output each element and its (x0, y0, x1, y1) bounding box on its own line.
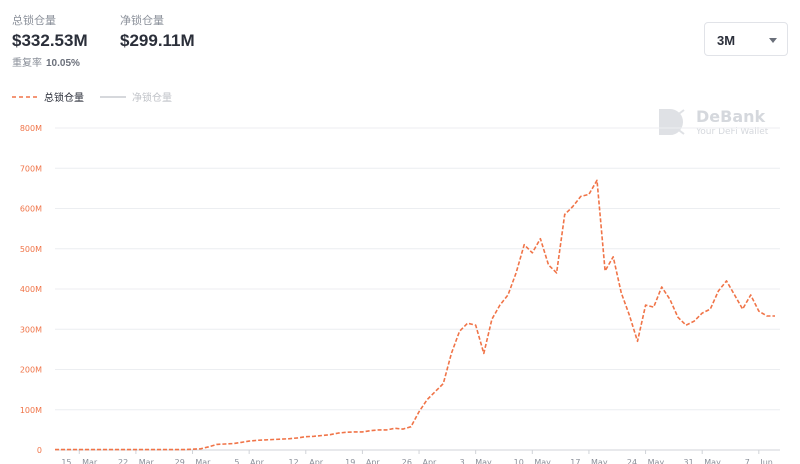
y-tick-label: 600M (20, 205, 42, 214)
y-tick-label: 500M (20, 245, 42, 254)
x-tick-label: 29 Mar (175, 458, 212, 464)
legend-label: 总锁仓量 (44, 91, 84, 104)
range-value: 3M (717, 33, 736, 48)
x-tick-label: 5 Apr (234, 458, 264, 464)
stat-label: 总锁仓量 (12, 15, 56, 27)
watermark-logo (659, 109, 685, 135)
line (55, 179, 775, 451)
y-tick-label: 100M (20, 406, 42, 415)
y-tick-label: 800M (20, 124, 42, 133)
stat-label: 净锁仓量 (120, 15, 164, 27)
range-select[interactable]: 3M (704, 22, 788, 56)
x-tick-label: 12 Apr (289, 458, 324, 464)
watermark-subtitle: Your DeFi Wallet (695, 127, 769, 137)
repeat-value: 10.05% (46, 58, 80, 69)
x-tick-label: 7 Jun (745, 458, 773, 464)
x-tick-label: 22 Mar (118, 458, 155, 464)
x-tick-label: 15 Mar (61, 458, 98, 464)
x-tick-label: 3 May (460, 458, 492, 464)
dropdown-arrow (769, 38, 777, 43)
stat: 净锁仓量 $299.11M (120, 12, 195, 51)
x-tick-label: 10 May (514, 458, 552, 464)
stat-value: $299.11M (120, 31, 195, 50)
y-tick-label: 200M (20, 366, 42, 375)
x-tick-label: 17 May (570, 458, 608, 464)
x-tick-label: 31 May (684, 458, 722, 464)
stat-value: $332.53M (12, 31, 88, 50)
y-tick-label: 700M (20, 164, 42, 173)
y-tick-label: 400M (20, 285, 42, 294)
y-tick-label: 0 (37, 446, 42, 455)
repeat-label: 重复率 (12, 58, 42, 69)
legend-label: 净锁仓量 (132, 91, 172, 104)
repeat-rate: 重复率 10.05% (12, 54, 80, 69)
x-tick-label: 26 Apr (402, 458, 437, 464)
y-tick-label: 300M (20, 325, 42, 334)
x-tick-label: 19 Apr (345, 458, 380, 464)
watermark: DeBank Your DeFi Wallet (659, 107, 769, 137)
watermark-title: DeBank (696, 107, 766, 126)
stat: 总锁仓量 $332.53M (12, 12, 88, 51)
x-tick-label: 24 May (627, 458, 665, 464)
